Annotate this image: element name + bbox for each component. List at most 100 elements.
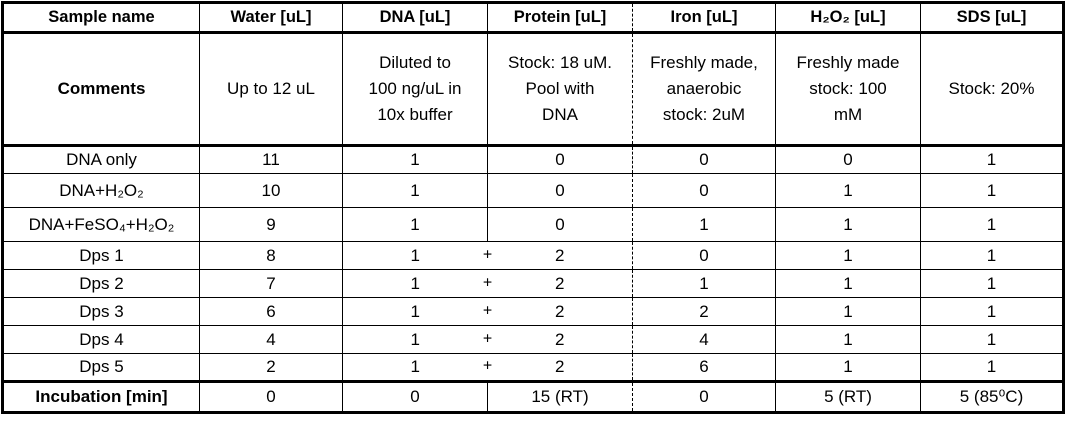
h2o2-cell: 1 (775, 207, 921, 242)
plus-sign: + (482, 329, 493, 347)
dna-value: 1 (410, 245, 420, 265)
sds-cell: 1 (920, 173, 1064, 208)
protein-cell: 0 (487, 207, 633, 242)
dna-plus-protein-group: 1 2 + (344, 273, 632, 294)
dna-incubation-cell: 0 (342, 380, 488, 413)
protein-comment-cell: Stock: 18 uM. Pool with DNA (487, 32, 633, 147)
sample-name-cell: DNA only (2, 145, 200, 174)
water-incubation-cell: 0 (199, 380, 343, 413)
h2o2-comment-cell: Freshly made stock: 100 mM (775, 32, 921, 147)
dna-protein-merged-cell: 1 2 + (342, 353, 633, 382)
h2o2-cell: 1 (775, 173, 921, 208)
incubation-row-label: Incubation [min] (2, 380, 200, 413)
sds-incubation-cell: 5 (85⁰C) (920, 380, 1064, 413)
sample-name-cell: DNA+FeSO₄+H₂O₂ (2, 207, 200, 242)
dna-value: 1 (410, 273, 420, 293)
h2o2-incubation-cell: 5 (RT) (775, 380, 921, 413)
iron-cell: 4 (632, 325, 776, 354)
sample-name-cell: Dps 2 (2, 269, 200, 298)
protein-cell: 0 (487, 145, 633, 174)
column-header-h2o2: H₂O₂ [uL] (775, 2, 921, 34)
protein-value: 2 (555, 301, 565, 321)
h2o2-cell: 0 (775, 145, 921, 174)
dna-protein-merged-cell: 1 2 + (342, 297, 633, 326)
iron-cell: 0 (632, 241, 776, 270)
iron-incubation-cell: 0 (632, 380, 776, 413)
table-row-dps-2: Dps 2 7 1 2 + 1 1 1 (2, 269, 1064, 298)
dna-comment-cell: Diluted to 100 ng/uL in 10x buffer (342, 32, 488, 147)
dna-cell: 1 (342, 145, 488, 174)
column-header-iron: Iron [uL] (632, 2, 776, 34)
dna-plus-protein-group: 1 2 + (344, 245, 632, 266)
dna-cell: 1 (342, 173, 488, 208)
table-row-dna-h2o2: DNA+H₂O₂ 10 1 0 0 1 1 (2, 173, 1064, 208)
sds-cell: 1 (920, 207, 1064, 242)
iron-cell: 6 (632, 353, 776, 382)
table-row-dna-feso4-h2o2: DNA+FeSO₄+H₂O₂ 9 1 0 1 1 1 (2, 207, 1064, 242)
sample-preparation-sheet: Sample name Water [uL] DNA [uL] Protein … (1, 1, 1065, 414)
water-cell: 9 (199, 207, 343, 242)
sample-name-cell: Dps 4 (2, 325, 200, 354)
sds-cell: 1 (920, 353, 1064, 382)
table-row-dps-1: Dps 1 8 1 2 + 0 1 1 (2, 241, 1064, 270)
column-header-protein: Protein [uL] (487, 2, 633, 34)
h2o2-cell: 1 (775, 269, 921, 298)
iron-cell: 1 (632, 269, 776, 298)
sds-cell: 1 (920, 325, 1064, 354)
header-row: Sample name Water [uL] DNA [uL] Protein … (2, 2, 1064, 34)
sds-cell: 1 (920, 269, 1064, 298)
reaction-setup-table: Sample name Water [uL] DNA [uL] Protein … (1, 1, 1065, 414)
iron-comment-cell: Freshly made, anaerobic stock: 2uM (632, 32, 776, 147)
sds-cell: 1 (920, 241, 1064, 270)
protein-cell: 0 (487, 173, 633, 208)
water-cell: 11 (199, 145, 343, 174)
table-row-dna-only: DNA only 11 1 0 0 0 1 (2, 145, 1064, 174)
table-row-dps-4: Dps 4 4 1 2 + 4 1 1 (2, 325, 1064, 354)
sample-name-cell: Dps 1 (2, 241, 200, 270)
water-cell: 10 (199, 173, 343, 208)
sample-name-cell: Dps 5 (2, 353, 200, 382)
column-header-sds: SDS [uL] (920, 2, 1064, 34)
protein-value: 2 (555, 245, 565, 265)
dna-protein-merged-cell: 1 2 + (342, 241, 633, 270)
h2o2-cell: 1 (775, 353, 921, 382)
comments-row-label: Comments (2, 32, 200, 147)
incubation-row: Incubation [min] 0 0 15 (RT) 0 5 (RT) 5 … (2, 380, 1064, 413)
dna-value: 1 (410, 301, 420, 321)
iron-cell: 1 (632, 207, 776, 242)
water-comment-cell: Up to 12 uL (199, 32, 343, 147)
water-cell: 6 (199, 297, 343, 326)
protein-value: 2 (555, 357, 565, 376)
plus-sign: + (482, 245, 493, 263)
water-cell: 8 (199, 241, 343, 270)
comments-row: Comments Up to 12 uL Diluted to 100 ng/u… (2, 32, 1064, 147)
iron-cell: 0 (632, 173, 776, 208)
protein-value: 2 (555, 329, 565, 349)
h2o2-cell: 1 (775, 325, 921, 354)
protein-value: 2 (555, 273, 565, 293)
water-cell: 4 (199, 325, 343, 354)
dna-protein-merged-cell: 1 2 + (342, 325, 633, 354)
water-cell: 2 (199, 353, 343, 382)
sds-cell: 1 (920, 297, 1064, 326)
sample-name-cell: DNA+H₂O₂ (2, 173, 200, 208)
plus-sign: + (482, 357, 493, 375)
sample-name-cell: Dps 3 (2, 297, 200, 326)
column-header-dna: DNA [uL] (342, 2, 488, 34)
plus-sign: + (482, 301, 493, 319)
dna-plus-protein-group: 1 2 + (344, 301, 632, 322)
h2o2-cell: 1 (775, 241, 921, 270)
sds-comment-cell: Stock: 20% (920, 32, 1064, 147)
column-header-sample-name: Sample name (2, 2, 200, 34)
column-header-water: Water [uL] (199, 2, 343, 34)
iron-cell: 0 (632, 145, 776, 174)
dna-plus-protein-group: 1 2 + (344, 357, 632, 377)
table-row-dps-3: Dps 3 6 1 2 + 2 1 1 (2, 297, 1064, 326)
dna-plus-protein-group: 1 2 + (344, 329, 632, 350)
table-row-dps-5: Dps 5 2 1 2 + 6 1 1 (2, 353, 1064, 382)
dna-cell: 1 (342, 207, 488, 242)
plus-sign: + (482, 273, 493, 291)
dna-protein-merged-cell: 1 2 + (342, 269, 633, 298)
protein-incubation-cell: 15 (RT) (487, 380, 633, 413)
water-cell: 7 (199, 269, 343, 298)
